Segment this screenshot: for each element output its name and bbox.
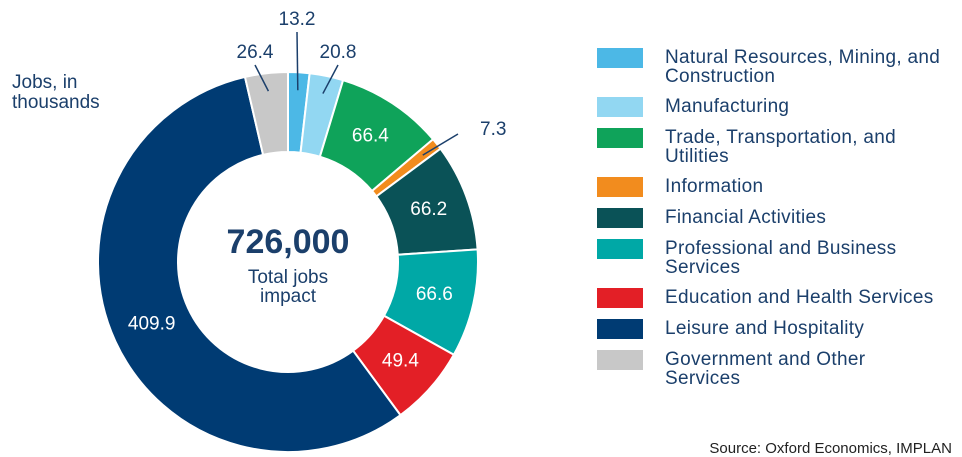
legend-label: Information (665, 176, 764, 197)
legend-label: Professional and Business Services (665, 238, 897, 278)
legend-item: Trade, Transportation, and Utilities (597, 128, 957, 166)
legend-swatch (597, 288, 643, 308)
legend-item: Professional and Business Services (597, 239, 957, 277)
legend-swatch (597, 319, 643, 339)
legend-item: Financial Activities (597, 208, 957, 228)
legend-swatch (597, 350, 643, 370)
legend-item: Manufacturing (597, 97, 957, 117)
legend-label: Government and Other Services (665, 349, 866, 389)
leader-line (322, 64, 339, 94)
unit-label: Jobs, in (12, 72, 77, 93)
center-sublabel: impact (260, 286, 317, 307)
legend-item: Government and Other Services (597, 350, 957, 388)
legend-item: Education and Health Services (597, 288, 957, 308)
legend-label: Leisure and Hospitality (665, 318, 865, 339)
data-label: 20.8 (320, 42, 357, 63)
legend-label: Manufacturing (665, 96, 790, 117)
unit-label: thousands (12, 92, 100, 113)
legend-swatch (597, 48, 643, 68)
data-label: 66.2 (410, 199, 447, 220)
data-label: 49.4 (382, 350, 419, 371)
legend-label: Financial Activities (665, 207, 827, 228)
legend: Natural Resources, Mining, and Construct… (597, 48, 957, 399)
legend-item: Leisure and Hospitality (597, 319, 957, 339)
legend-label: Natural Resources, Mining, and Construct… (665, 47, 941, 87)
legend-swatch (597, 239, 643, 259)
legend-swatch (597, 208, 643, 228)
center-sublabel: Total jobs (248, 267, 328, 288)
legend-item: Information (597, 177, 957, 197)
donut-slice (97, 75, 402, 453)
legend-swatch (597, 177, 643, 197)
data-label: 26.4 (237, 42, 274, 63)
leader-line (254, 64, 270, 92)
center-label: 726,000 (227, 223, 350, 261)
data-label: 7.3 (480, 119, 506, 140)
data-label: 66.4 (352, 126, 389, 147)
source: Source: Oxford Economics, IMPLAN (709, 440, 952, 457)
legend-swatch (597, 97, 643, 117)
data-label: 66.6 (416, 284, 453, 305)
legend-label: Education and Health Services (665, 287, 934, 308)
data-label: 13.2 (279, 9, 316, 30)
legend-label: Trade, Transportation, and Utilities (665, 127, 897, 167)
data-label: 409.9 (128, 314, 176, 335)
leader-line (296, 31, 299, 91)
legend-swatch (597, 128, 643, 148)
legend-item: Natural Resources, Mining, and Construct… (597, 48, 957, 86)
leader-line (422, 133, 459, 156)
